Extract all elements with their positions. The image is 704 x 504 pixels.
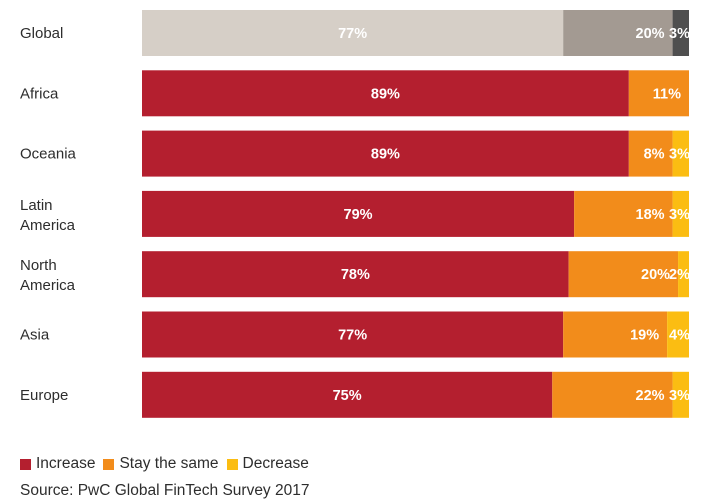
value-label-oceania-increase: 89% [371, 147, 400, 163]
value-label-europe-decrease: 3% [669, 388, 690, 404]
category-label-oceania: Oceania [20, 146, 77, 163]
value-label-africa-stay: 11% [653, 86, 681, 102]
bar-oceania-decrease [672, 130, 689, 177]
bar-north-america-decrease [678, 251, 689, 298]
value-label-latin-america-increase: 79% [344, 207, 373, 223]
value-label-latin-america-decrease: 3% [669, 207, 690, 223]
value-label-north-america-increase: 78% [341, 267, 370, 283]
bar-latin-america-increase [142, 190, 575, 237]
legend-label-decrease: Decrease [242, 455, 309, 472]
legend-swatch-decrease [226, 458, 238, 470]
value-label-oceania-decrease: 3% [669, 147, 690, 163]
value-label-north-america-stay: 20% [641, 267, 670, 283]
value-label-europe-stay: 22% [636, 388, 665, 404]
stacked-bar-chart: Global 77% 20% 3%Africa 89% 11%Oceania 89% 8% 3%… [20, 10, 690, 418]
bar-oceania-increase [142, 130, 629, 177]
legend: Increase Stay the same Decrease [20, 455, 317, 473]
bar-global-stay [563, 10, 673, 56]
value-label-latin-america-stay: 18% [636, 207, 665, 223]
category-label-asia: Asia [20, 327, 50, 344]
legend-item-stay: Stay the same [103, 455, 219, 473]
bar-latin-america-stay [574, 190, 673, 237]
bar-europe-decrease [672, 371, 689, 418]
category-label-latin-america: Latin America [20, 197, 76, 234]
category-label-europe: Europe [20, 387, 68, 404]
value-label-north-america-decrease: 2% [669, 267, 690, 283]
bar-latin-america-decrease [672, 190, 689, 237]
bar-oceania-stay [628, 130, 673, 177]
bar-asia-increase [142, 311, 564, 358]
value-label-global-stay: 20% [636, 26, 665, 42]
source-note: Source: PwC Global FinTech Survey 2017 [20, 482, 310, 499]
legend-item-increase: Increase [20, 455, 95, 473]
bar-africa-increase [142, 70, 629, 117]
bar-asia-decrease [667, 311, 689, 358]
value-label-asia-increase: 77% [338, 328, 367, 344]
bar-global-decrease [672, 10, 689, 56]
value-label-oceania-stay: 8% [644, 147, 665, 163]
bar-africa-stay [628, 70, 689, 117]
legend-label-increase: Increase [36, 455, 96, 472]
bar-north-america-stay [568, 251, 679, 298]
value-label-asia-decrease: 4% [669, 328, 690, 344]
category-label-africa: Africa [20, 85, 59, 102]
value-label-asia-stay: 19% [630, 328, 659, 344]
bar-asia-stay [563, 311, 668, 358]
value-label-africa-increase: 89% [371, 86, 400, 102]
legend-item-decrease: Decrease [226, 455, 309, 473]
value-label-global-decrease: 3% [669, 26, 690, 42]
bar-global-increase [142, 10, 564, 56]
category-label-global: Global [20, 25, 63, 42]
legend-swatch-stay [103, 458, 115, 470]
category-label-north-america: North America [20, 257, 76, 294]
bar-europe-increase [142, 371, 553, 418]
value-label-europe-increase: 75% [333, 388, 362, 404]
value-label-global-increase: 77% [338, 26, 367, 42]
legend-label-stay: Stay the same [119, 455, 219, 472]
legend-swatch-increase [20, 458, 31, 470]
bar-north-america-increase [142, 251, 569, 298]
bar-europe-stay [552, 371, 673, 418]
